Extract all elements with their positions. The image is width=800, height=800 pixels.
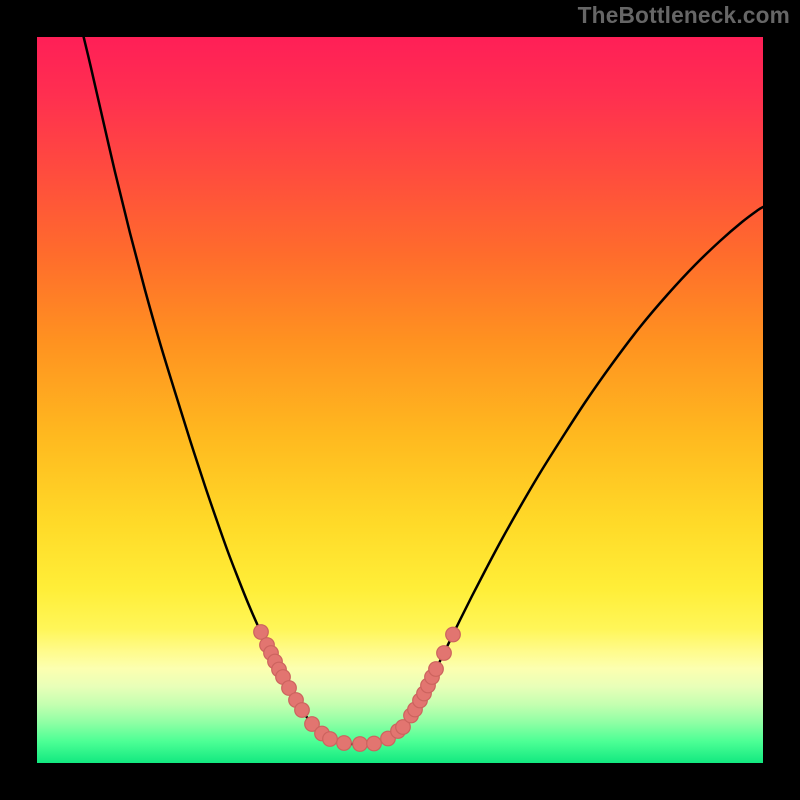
curve-marker	[295, 703, 310, 718]
curve-marker	[353, 737, 368, 752]
curve-marker	[337, 736, 352, 751]
curve-marker	[254, 625, 269, 640]
chart-svg	[0, 0, 800, 800]
curve-marker	[446, 627, 461, 642]
curve-marker	[323, 732, 338, 747]
curve-marker	[367, 736, 382, 751]
curve-marker	[429, 662, 444, 677]
watermark-text: TheBottleneck.com	[578, 2, 790, 29]
chart-stage: TheBottleneck.com	[0, 0, 800, 800]
curve-marker	[437, 646, 452, 661]
plot-background-gradient	[37, 37, 763, 763]
